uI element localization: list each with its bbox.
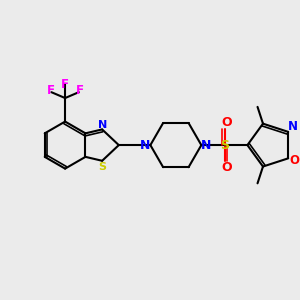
Text: O: O — [221, 116, 232, 129]
Text: N: N — [201, 139, 211, 152]
Text: F: F — [46, 84, 54, 97]
Text: F: F — [76, 84, 84, 97]
Text: N: N — [288, 120, 298, 134]
Text: N: N — [140, 139, 151, 152]
Text: O: O — [221, 161, 232, 174]
Text: N: N — [98, 119, 108, 130]
Text: S: S — [98, 162, 106, 172]
Text: O: O — [289, 154, 299, 167]
Text: F: F — [61, 78, 69, 91]
Text: S: S — [220, 139, 230, 152]
